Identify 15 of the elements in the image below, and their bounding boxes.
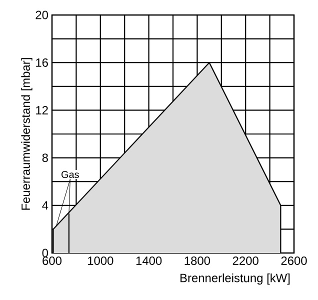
x-tick-label: 600 [42,256,62,265]
y-tick-label: 8 [42,154,48,162]
x-tick-label: 1800 [184,256,210,265]
x-tick-label: 2200 [232,256,258,265]
annotation: Gas [62,170,79,178]
y-tick-label: 12 [36,106,48,114]
x-tick-label: 2600 [281,256,307,265]
x-axis-title: Brennerleistung [kW] [180,273,290,285]
x-tick-label: 1000 [88,256,114,265]
y-tick-label: 16 [36,58,48,67]
y-tick-label: 4 [42,201,48,210]
y-tick-label: 0 [42,248,48,258]
y-axis-title: Feuerraumwiderstand [mbar] [21,58,32,210]
y-tick-label: 20 [36,10,48,20]
x-tick-label: 1400 [136,256,162,265]
